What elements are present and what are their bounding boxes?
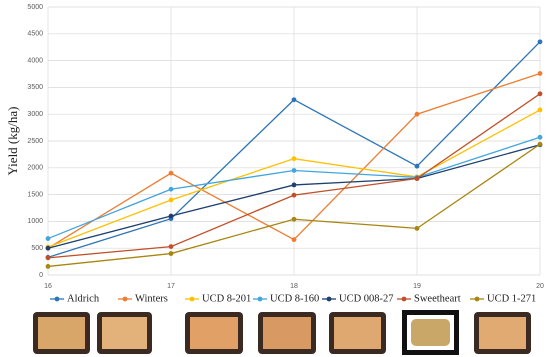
point (291, 237, 297, 243)
point (537, 134, 543, 140)
y-tick-label: 2500 (27, 138, 43, 145)
y-tick-label: 3500 (27, 84, 43, 91)
legend-label: UCD 8-160 (270, 293, 319, 304)
point (168, 244, 174, 249)
y-tick-label: 0 (39, 272, 43, 279)
x-tick-label: 16 (44, 283, 52, 290)
legend-marker (474, 296, 480, 302)
x-tick-label: 17 (167, 283, 175, 290)
y-tick-label: 1000 (27, 218, 43, 225)
y-tick-label: 500 (31, 245, 43, 252)
legend-label: Winters (135, 293, 168, 304)
y-tick-label: 4500 (27, 31, 43, 38)
point (168, 197, 174, 203)
legend-label: UCD 8-201 (202, 293, 251, 304)
point (45, 245, 51, 251)
point (414, 111, 420, 117)
point (168, 186, 174, 192)
legend-label: UCD 008-27 (339, 293, 394, 304)
legend-marker (189, 296, 195, 302)
x-tick-label: 20 (536, 283, 544, 290)
point (45, 264, 51, 269)
legend-label: UCD 1-271 (487, 293, 536, 304)
point (537, 71, 543, 76)
point (291, 182, 297, 188)
point (414, 163, 420, 169)
point (537, 39, 543, 45)
x-tick-label: 19 (413, 283, 421, 290)
legend-marker (54, 296, 60, 302)
point (291, 168, 297, 173)
legend-label: Sweetheart (414, 293, 461, 304)
point (414, 176, 420, 181)
y-axis-label: Yield (kg/ha) (5, 107, 20, 176)
point (45, 236, 51, 241)
point (537, 91, 543, 97)
nut-photos (33, 310, 531, 355)
point (168, 170, 174, 176)
point (291, 192, 297, 198)
point (291, 156, 297, 162)
point (168, 251, 174, 256)
y-tick-label: 1500 (27, 191, 43, 198)
legend-marker (401, 296, 407, 302)
x-tick-label: 18 (290, 283, 298, 290)
point (291, 97, 297, 103)
point (45, 255, 51, 261)
y-tick-label: 3000 (27, 111, 43, 118)
point (537, 141, 543, 147)
y-tick-label: 2000 (27, 165, 43, 172)
legend-marker (257, 296, 263, 302)
y-tick-label: 5000 (27, 4, 43, 11)
y-tick-label: 4000 (27, 57, 43, 64)
legend-marker (122, 296, 128, 302)
point (168, 213, 174, 219)
point (291, 216, 297, 222)
point (414, 225, 420, 231)
point (537, 107, 543, 113)
legend-marker (326, 296, 332, 302)
legend-label: Aldrich (67, 293, 100, 304)
